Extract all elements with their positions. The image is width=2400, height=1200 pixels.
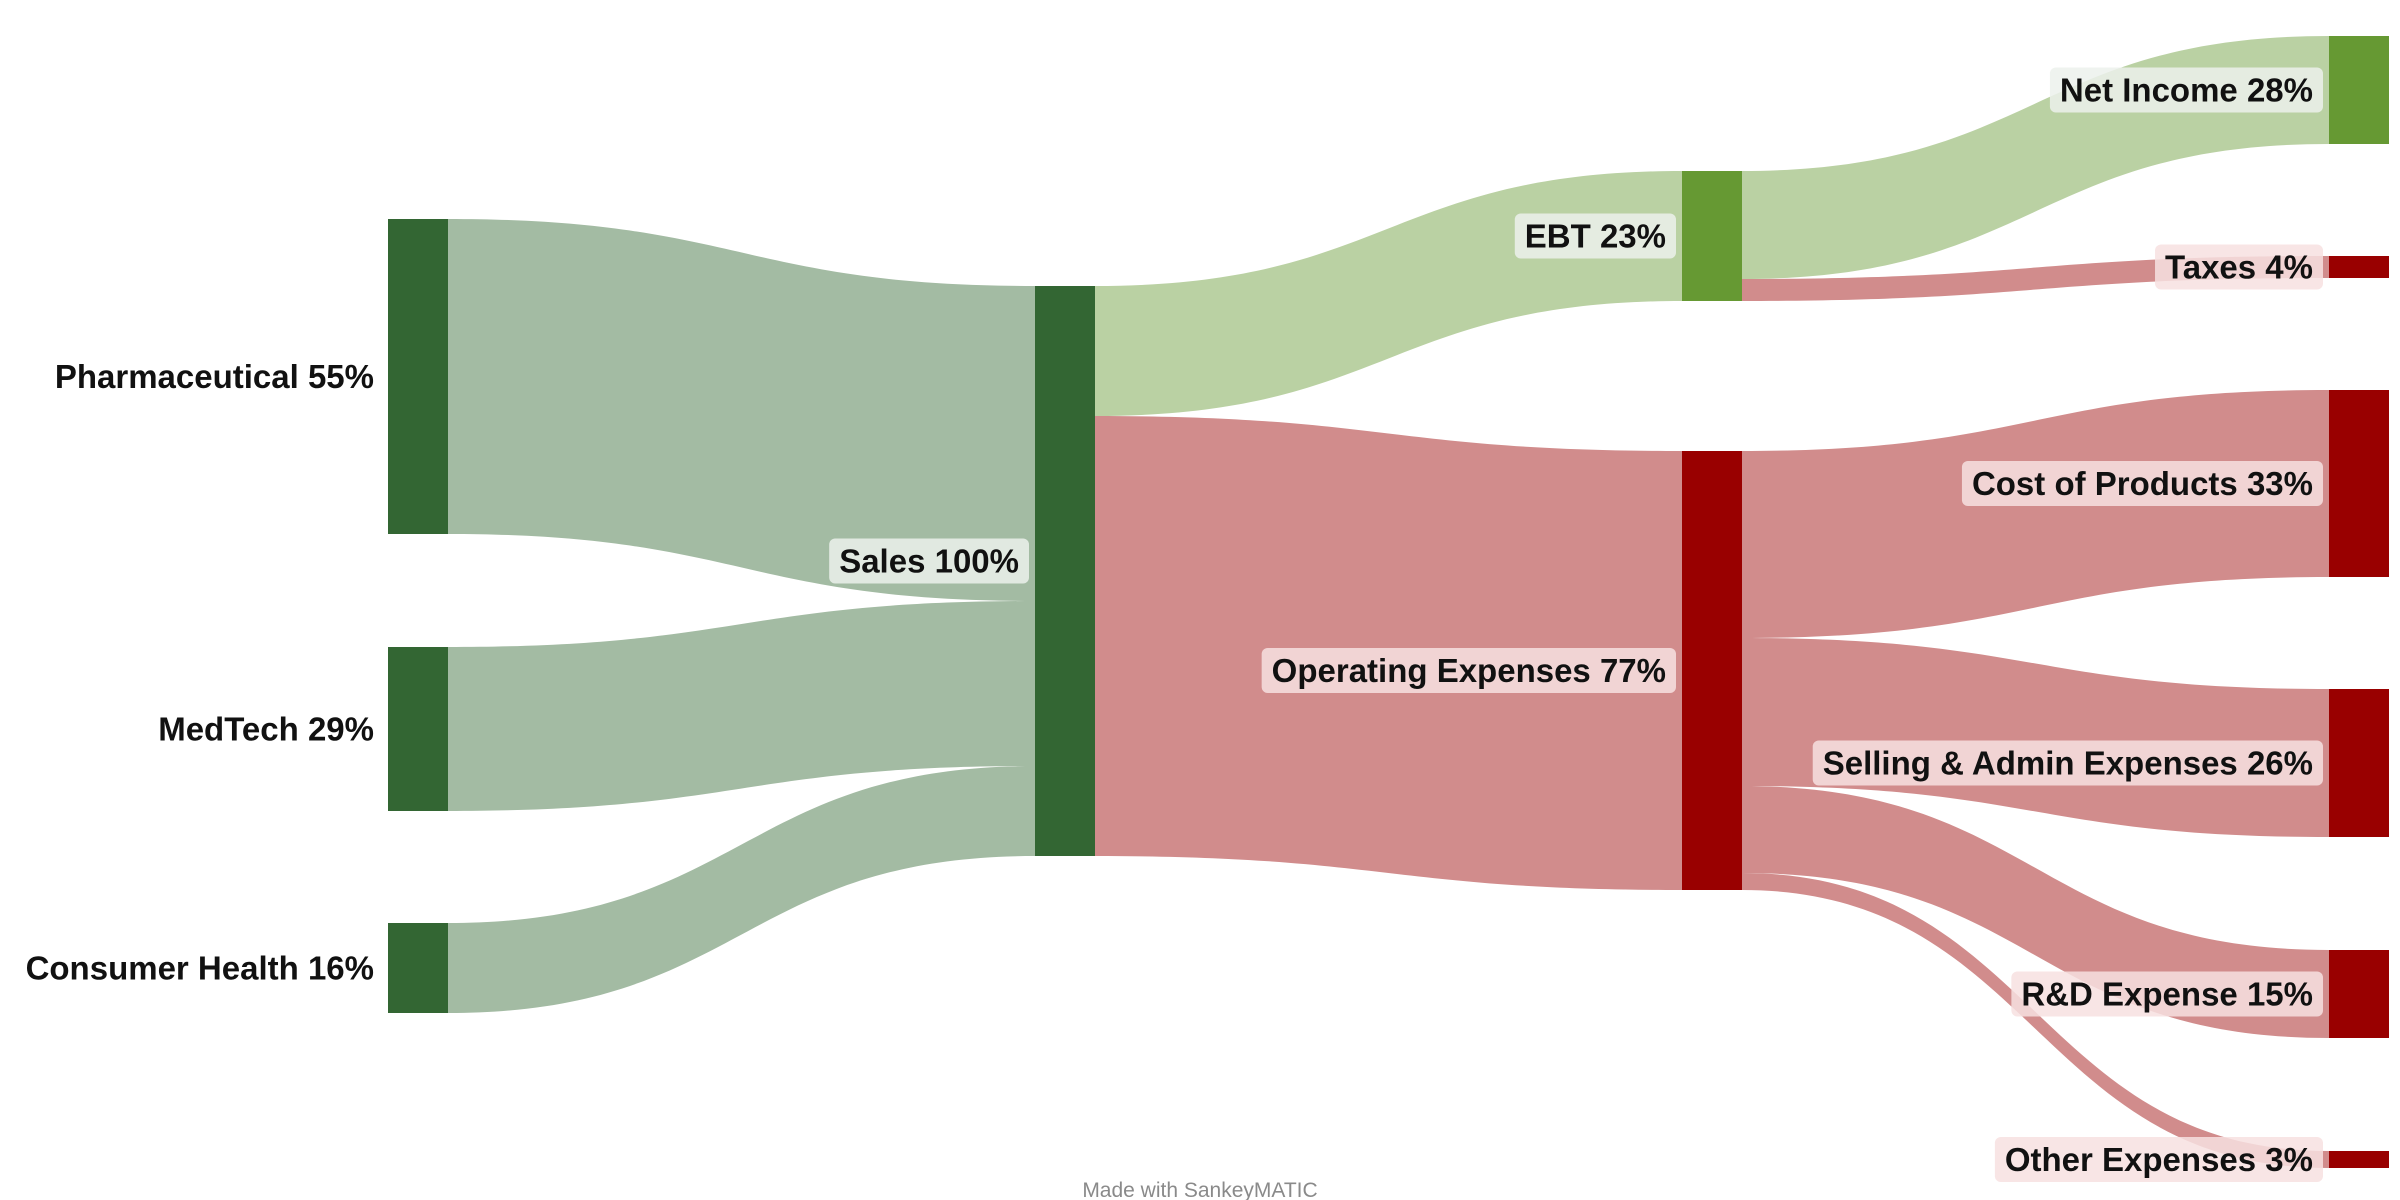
node-sga [2329,689,2389,837]
node-label-sga: Selling & Admin Expenses 26% [1812,740,2323,786]
node-ebt [1682,171,1742,301]
label-background [2049,67,2323,113]
node-label-taxes: Taxes 4% [2155,244,2323,290]
flow-pharma-to-sales [448,219,1035,601]
node-rnd [2329,950,2389,1038]
node-label-text: Net Income 28% [2060,72,2313,109]
flow-opex-to-other [1742,873,2329,1168]
node-label-text: Sales 100% [839,543,1019,580]
node-label-text: Cost of Products 33% [1972,465,2313,502]
node-label-text: Operating Expenses 77% [1272,652,1666,689]
flow-opex-to-sga [1742,638,2329,837]
flow-opex-to-cop [1742,390,2329,638]
node-other [2329,1151,2389,1168]
node-label-text: Selling & Admin Expenses 26% [1823,745,2313,782]
node-label-text: Other Expenses 3% [2005,1141,2313,1178]
node-label-netincome: Net Income 28% [2049,67,2323,113]
node-label-text: R&D Expense 15% [2021,976,2313,1013]
label-background [2155,244,2323,290]
node-opex [1682,451,1742,890]
node-label-rnd: R&D Expense 15% [2011,971,2323,1017]
label-background [1514,213,1676,259]
node-pharma [388,219,448,534]
sankey-labels: Pharmaceutical 55% MedTech 29% Consumer He… [26,67,2323,1182]
node-label-opex: Operating Expenses 77% [1261,648,1676,693]
node-taxes [2329,256,2389,278]
label-background [1261,648,1676,693]
node-label-pharma: Pharmaceutical 55% [55,358,374,395]
flow-consumer-to-sales [448,766,1035,1013]
label-background [1812,740,2323,786]
node-cop [2329,390,2389,577]
credit-text: Made with SankeyMATIC [1082,1179,1317,1200]
flow-medtech-to-sales [448,601,1035,811]
node-label-sales: Sales 100% [829,538,1029,584]
node-label-medtech: MedTech 29% [158,711,374,748]
node-label-text: Consumer Health 16% [26,950,374,987]
flow-sales-to-ebt [1095,171,1682,416]
node-netincome [2329,36,2389,144]
sankey-nodes [388,36,2389,1168]
node-medtech [388,647,448,811]
node-label-consumer: Consumer Health 16% [26,950,374,987]
node-label-text: MedTech 29% [158,711,374,748]
node-label-cop: Cost of Products 33% [1961,461,2323,506]
node-consumer [388,923,448,1013]
node-label-text: Taxes 4% [2165,249,2313,286]
node-label-ebt: EBT 23% [1514,213,1676,259]
node-sales [1035,286,1095,856]
label-background [829,538,1029,584]
node-label-other: Other Expenses 3% [1994,1137,2323,1182]
node-label-text: Pharmaceutical 55% [55,358,374,395]
label-background [1994,1137,2323,1182]
node-label-text: EBT 23% [1525,218,1666,255]
label-background [2011,971,2323,1017]
label-background [1961,461,2323,506]
